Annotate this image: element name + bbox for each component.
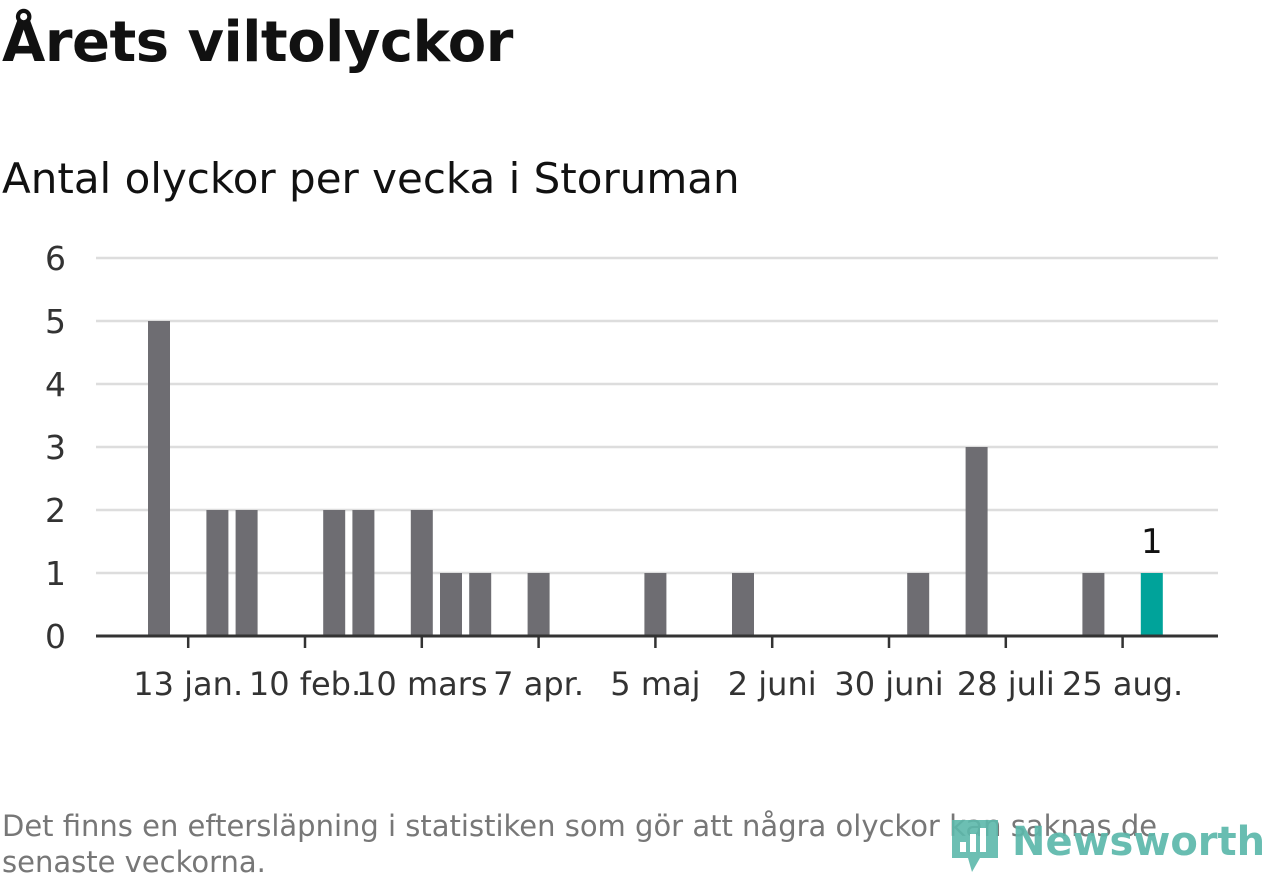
newsworthy-logo-icon	[952, 820, 998, 872]
newsworthy-logo: Newsworthy	[948, 812, 1262, 878]
bar	[148, 321, 170, 636]
x-tick-label: 25 aug.	[1062, 665, 1183, 703]
bar	[469, 573, 492, 636]
bar-highlighted	[1140, 573, 1163, 636]
chart-title: Årets viltolyckor	[2, 10, 513, 75]
bar	[235, 510, 258, 636]
bars	[148, 321, 1163, 636]
y-axis-labels: 0 1 2 3 4 5 6	[45, 239, 66, 656]
x-tick-label: 7 apr.	[493, 665, 584, 703]
bar	[323, 510, 346, 636]
bar	[732, 573, 754, 636]
y-tick-label: 6	[45, 239, 66, 278]
x-tick-label: 5 maj	[610, 665, 700, 703]
x-axis-labels: 13 jan. 10 feb.10 mars 7 apr. 5 maj 2 juni 30…	[133, 665, 1183, 703]
data-label: 1	[1141, 522, 1163, 562]
bar	[965, 447, 988, 636]
y-tick-label: 0	[45, 617, 66, 656]
bar-chart: 0 1 2 3 4 5 6 13 jan. 10 feb.10 mars 7 apr. 5 maj…	[45, 239, 1218, 703]
y-tick-label: 5	[45, 302, 66, 341]
newsworthy-logo-text: Newsworthy	[1012, 819, 1262, 865]
gridlines	[96, 256, 1218, 575]
y-tick-label: 4	[45, 365, 66, 404]
bar	[1082, 573, 1105, 636]
y-tick-label: 2	[45, 491, 66, 530]
bar	[644, 573, 667, 636]
bar	[907, 573, 930, 636]
bar	[527, 573, 550, 636]
x-tick-label: 2 juni	[728, 665, 817, 703]
x-tick-label: 10 feb.	[249, 665, 361, 703]
x-tick-label: 28 juli	[957, 665, 1055, 703]
bar	[352, 510, 375, 636]
y-tick-label: 3	[45, 428, 66, 467]
data-labels: 1	[1141, 522, 1163, 562]
x-tick-label: 30 juni	[834, 665, 943, 703]
y-tick-label: 1	[45, 554, 66, 593]
x-tick-label: 13 jan.	[133, 665, 243, 703]
x-axis	[96, 634, 1218, 648]
bar	[206, 510, 229, 636]
x-tick-label: 10 mars	[356, 665, 488, 703]
bar	[410, 510, 433, 636]
bar	[440, 573, 462, 636]
chart-subtitle: Antal olyckor per vecka i Storuman	[2, 154, 740, 203]
